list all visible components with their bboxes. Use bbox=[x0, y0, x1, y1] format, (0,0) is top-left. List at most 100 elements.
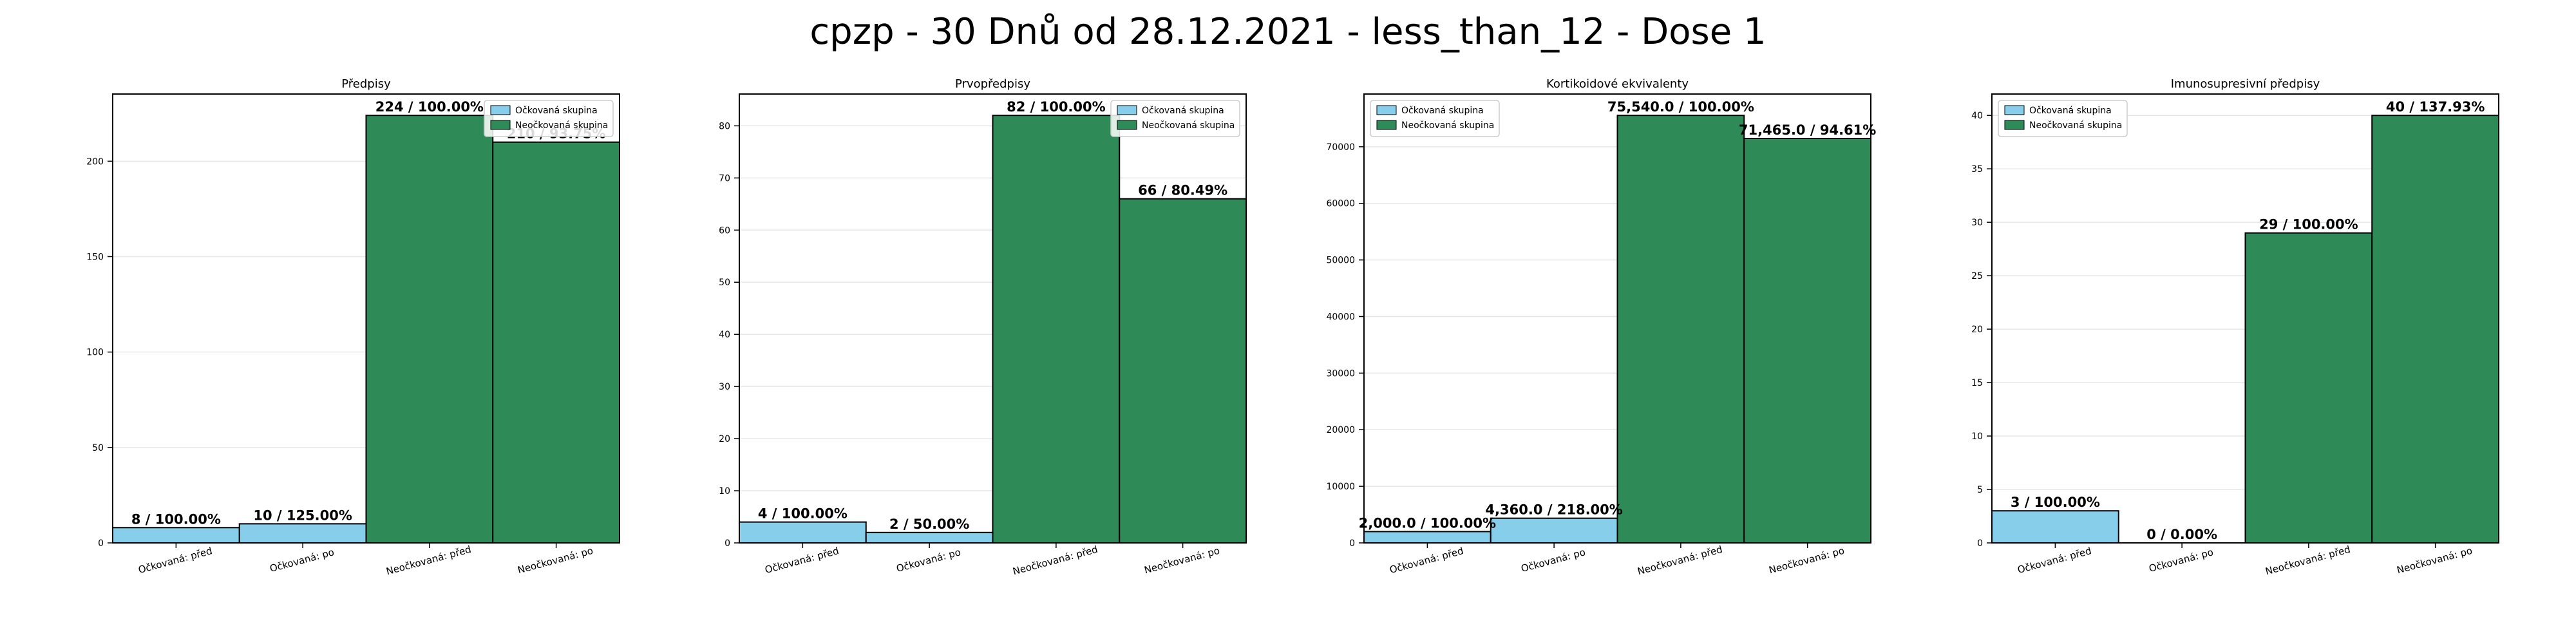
y-tick-label: 200 bbox=[86, 156, 104, 167]
y-tick-label: 10 bbox=[1971, 431, 1983, 442]
y-tick-label: 0 bbox=[1977, 538, 1983, 549]
legend-label: Neočkovaná skupina bbox=[1142, 120, 1235, 131]
legend-swatch bbox=[490, 105, 511, 115]
axes-frame bbox=[1363, 93, 1871, 544]
legend: Očkovaná skupina Neočkovaná skupina bbox=[1370, 100, 1500, 137]
legend-swatch bbox=[490, 120, 511, 130]
bar-value-label: 224 / 100.00% bbox=[375, 99, 484, 115]
legend-label: Neočkovaná skupina bbox=[2029, 120, 2122, 131]
bar-value-label: 29 / 100.00% bbox=[2259, 217, 2358, 232]
y-tick-label: 0 bbox=[1349, 538, 1355, 549]
legend-swatch bbox=[1376, 120, 1397, 130]
y-tick-label: 100 bbox=[86, 348, 104, 358]
y-tick-label: 60000 bbox=[1326, 199, 1355, 209]
bar-value-label: 10 / 125.00% bbox=[253, 507, 352, 523]
y-tick-label: 5 bbox=[1977, 485, 1983, 495]
y-tick-label: 10 bbox=[719, 486, 730, 497]
legend: Očkovaná skupina Neočkovaná skupina bbox=[484, 100, 614, 137]
legend-label: Očkovaná skupina bbox=[1142, 106, 1224, 116]
y-tick-label: 0 bbox=[98, 538, 104, 549]
bar-value-label: 2 / 50.00% bbox=[889, 516, 969, 532]
y-tick-label: 70 bbox=[719, 173, 730, 184]
y-tick-label: 30 bbox=[1971, 218, 1983, 228]
axes-frame bbox=[1991, 93, 2499, 544]
chart-title: Předpisy bbox=[341, 77, 391, 91]
legend-swatch bbox=[2004, 120, 2025, 130]
bar-value-label: 0 / 0.00% bbox=[2146, 527, 2217, 542]
legend: Očkovaná skupina Neočkovaná skupina bbox=[1110, 100, 1240, 137]
chart-title: Imunosupresivní předpisy bbox=[2171, 77, 2320, 91]
bar-value-label: 66 / 80.49% bbox=[1138, 183, 1227, 198]
bar bbox=[112, 527, 240, 544]
x-tick-label: Neočkovaná: před bbox=[1636, 544, 1724, 578]
legend-swatch bbox=[1117, 120, 1137, 130]
x-tick-label: Očkovaná: před bbox=[1388, 545, 1465, 576]
axes-frame bbox=[112, 93, 620, 544]
x-tick-label: Neočkovaná: před bbox=[1012, 544, 1099, 578]
bar-value-label: 2,000.0 / 100.00% bbox=[1359, 515, 1496, 531]
y-tick-label: 0 bbox=[724, 538, 730, 549]
bar bbox=[739, 521, 867, 544]
bar-value-label: 82 / 100.00% bbox=[1007, 99, 1106, 115]
legend-label: Neočkovaná skupina bbox=[515, 120, 608, 131]
legend-label: Neočkovaná skupina bbox=[1401, 120, 1494, 131]
x-tick-label: Neočkovaná: po bbox=[516, 545, 594, 576]
y-tick-label: 20 bbox=[719, 434, 730, 444]
bar bbox=[2371, 115, 2499, 544]
chart-panel-3: 2,000.0 / 100.00%4,360.0 / 218.00% 75,540… bbox=[1326, 77, 1876, 577]
bar-value-label: 4,360.0 / 218.00% bbox=[1485, 502, 1622, 518]
x-tick-label: Očkovaná: po bbox=[1520, 546, 1587, 574]
x-tick-label: Neočkovaná: po bbox=[2396, 545, 2474, 576]
bar bbox=[865, 531, 994, 544]
y-tick-label: 50 bbox=[92, 443, 104, 453]
bar bbox=[238, 523, 367, 544]
bar bbox=[1363, 531, 1492, 544]
chart-panel-1: 8 / 100.00%10 / 125.00%224 / 100.00%210 … bbox=[86, 77, 620, 577]
x-tick-label: Očkovaná: po bbox=[269, 546, 336, 574]
y-tick-label: 30 bbox=[719, 382, 730, 392]
legend: Očkovaná skupina Neočkovaná skupina bbox=[1998, 100, 2128, 137]
x-tick-label: Očkovaná: po bbox=[2148, 546, 2215, 574]
legend-label: Očkovaná skupina bbox=[2029, 106, 2112, 116]
y-tick-label: 50000 bbox=[1326, 256, 1355, 266]
legend-swatch bbox=[1376, 105, 1397, 115]
legend-box bbox=[1998, 100, 2128, 137]
legend-box bbox=[484, 100, 614, 137]
bar bbox=[492, 141, 620, 544]
y-tick-label: 20 bbox=[1971, 325, 1983, 335]
legend-swatch bbox=[2004, 105, 2025, 115]
y-tick-label: 70000 bbox=[1326, 142, 1355, 153]
y-tick-label: 40 bbox=[719, 330, 730, 340]
x-tick-label: Neočkovaná: před bbox=[2264, 544, 2352, 578]
chart-title: Prvopředpisy bbox=[955, 77, 1030, 91]
bar-value-label: 40 / 137.93% bbox=[2386, 99, 2485, 115]
y-tick-label: 25 bbox=[1971, 271, 1983, 281]
axes-frame bbox=[739, 93, 1247, 544]
y-tick-label: 40 bbox=[1971, 111, 1983, 121]
bar-value-label: 71,465.0 / 94.61% bbox=[1739, 122, 1876, 138]
x-tick-label: Očkovaná: před bbox=[2016, 545, 2093, 576]
bar bbox=[1743, 137, 1871, 544]
bar bbox=[1616, 115, 1745, 544]
bar bbox=[1490, 517, 1618, 544]
bar-value-label: 4 / 100.00% bbox=[758, 506, 848, 522]
bar-value-label: 3 / 100.00% bbox=[2011, 495, 2100, 510]
x-tick-label: Očkovaná: před bbox=[764, 545, 840, 576]
y-tick-label: 15 bbox=[1971, 378, 1983, 388]
chart-title: Kortikoidové ekvivalenty bbox=[1546, 77, 1689, 91]
y-tick-label: 30000 bbox=[1326, 368, 1355, 379]
legend-label: Očkovaná skupina bbox=[1401, 106, 1484, 116]
bar-value-label: 75,540.0 / 100.00% bbox=[1607, 99, 1754, 115]
bar bbox=[1991, 510, 2119, 544]
x-tick-label: Neočkovaná: po bbox=[1143, 545, 1221, 576]
x-tick-label: Neočkovaná: před bbox=[385, 544, 473, 578]
y-tick-label: 10000 bbox=[1326, 482, 1355, 492]
bar bbox=[2244, 232, 2373, 544]
bar bbox=[365, 115, 494, 544]
legend-box bbox=[1110, 100, 1240, 137]
y-tick-label: 40000 bbox=[1326, 312, 1355, 322]
x-tick-label: Očkovaná: před bbox=[137, 545, 214, 576]
chart-panel-4: 3 / 100.00% 0 / 0.00% 29 / 100.00% 40 / 137… bbox=[1971, 77, 2499, 577]
y-tick-label: 35 bbox=[1971, 164, 1983, 175]
